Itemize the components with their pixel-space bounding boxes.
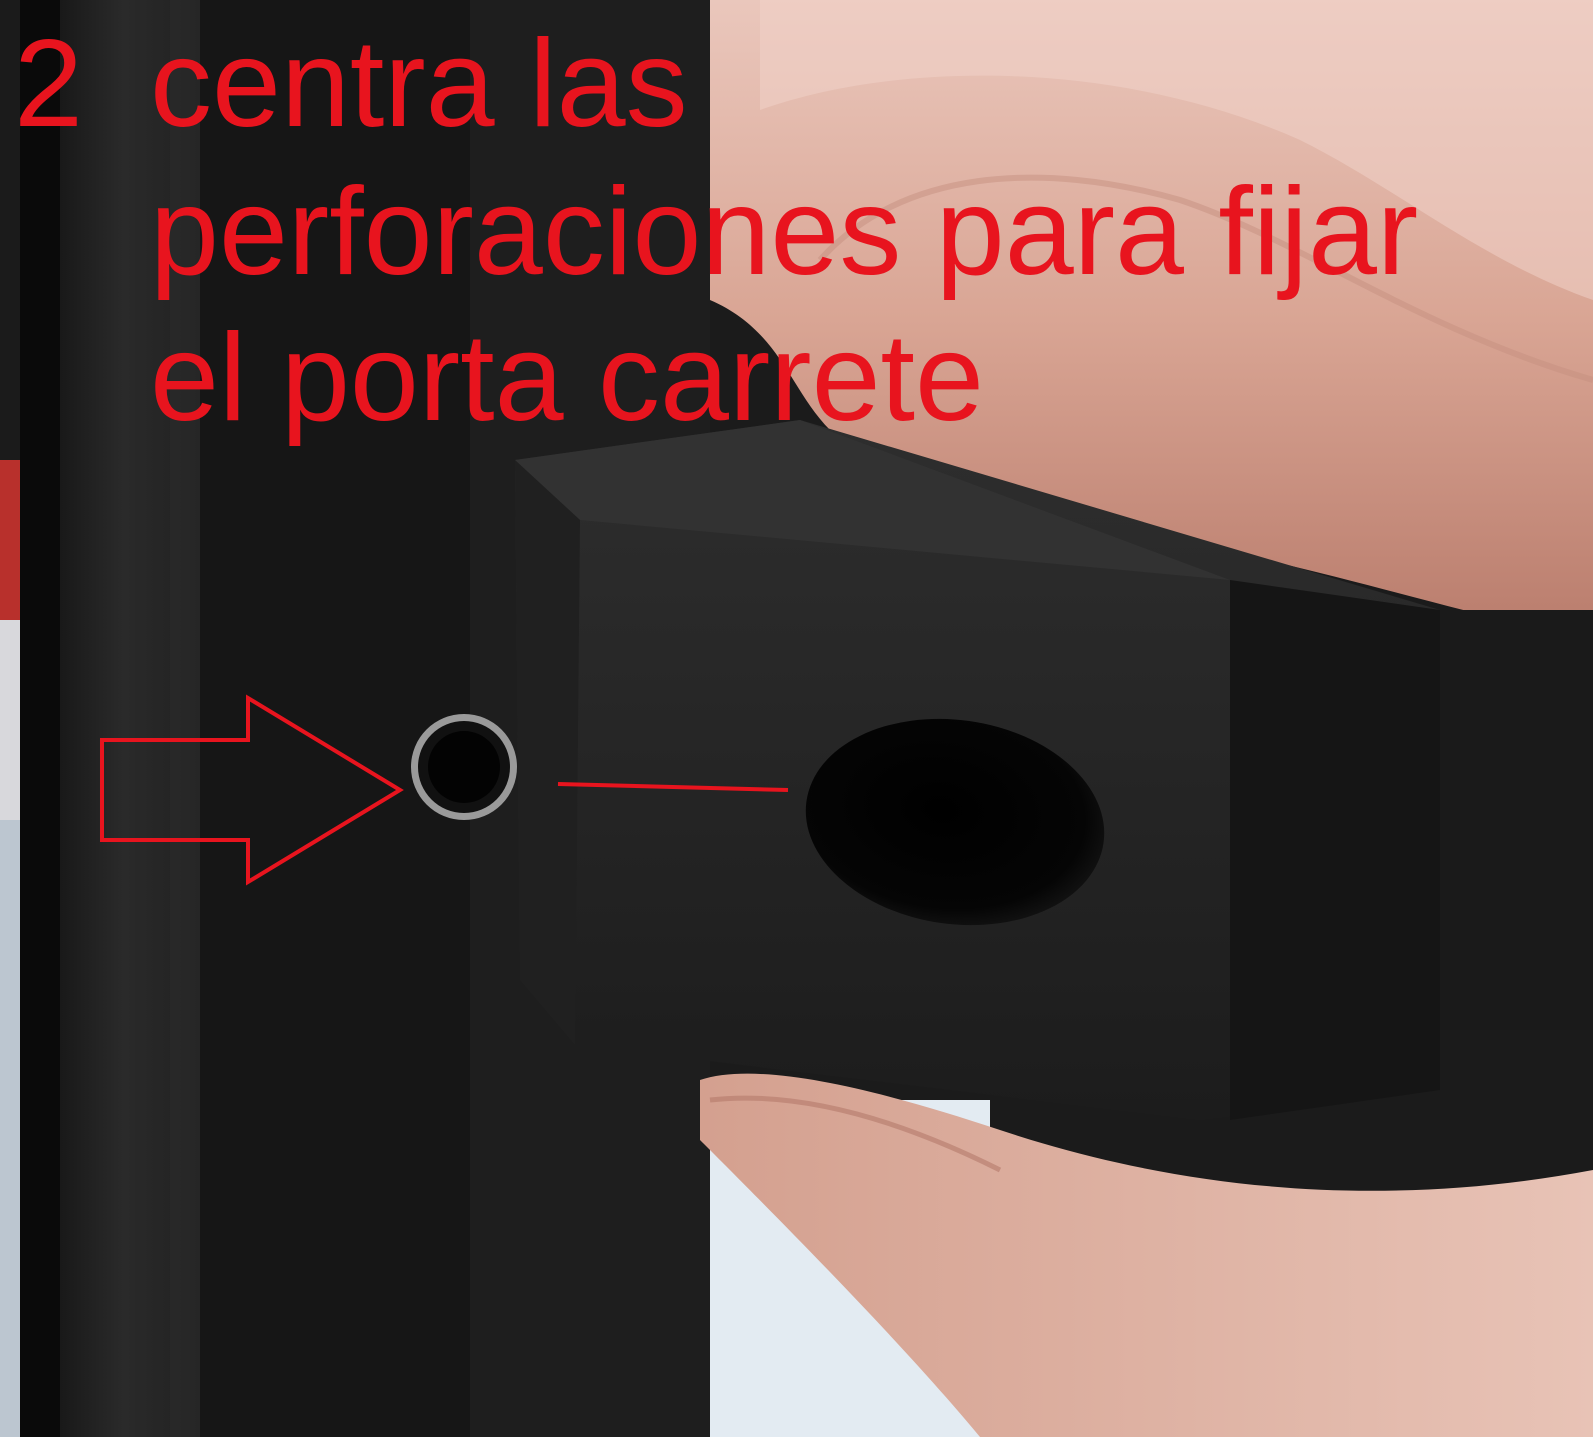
caption-line-2: perforaciones para fijar [150, 163, 1419, 301]
caption-line-1: centra las [150, 15, 688, 153]
step-number: 2 [14, 15, 83, 153]
caption-line-3: el porta carrete [150, 309, 984, 447]
